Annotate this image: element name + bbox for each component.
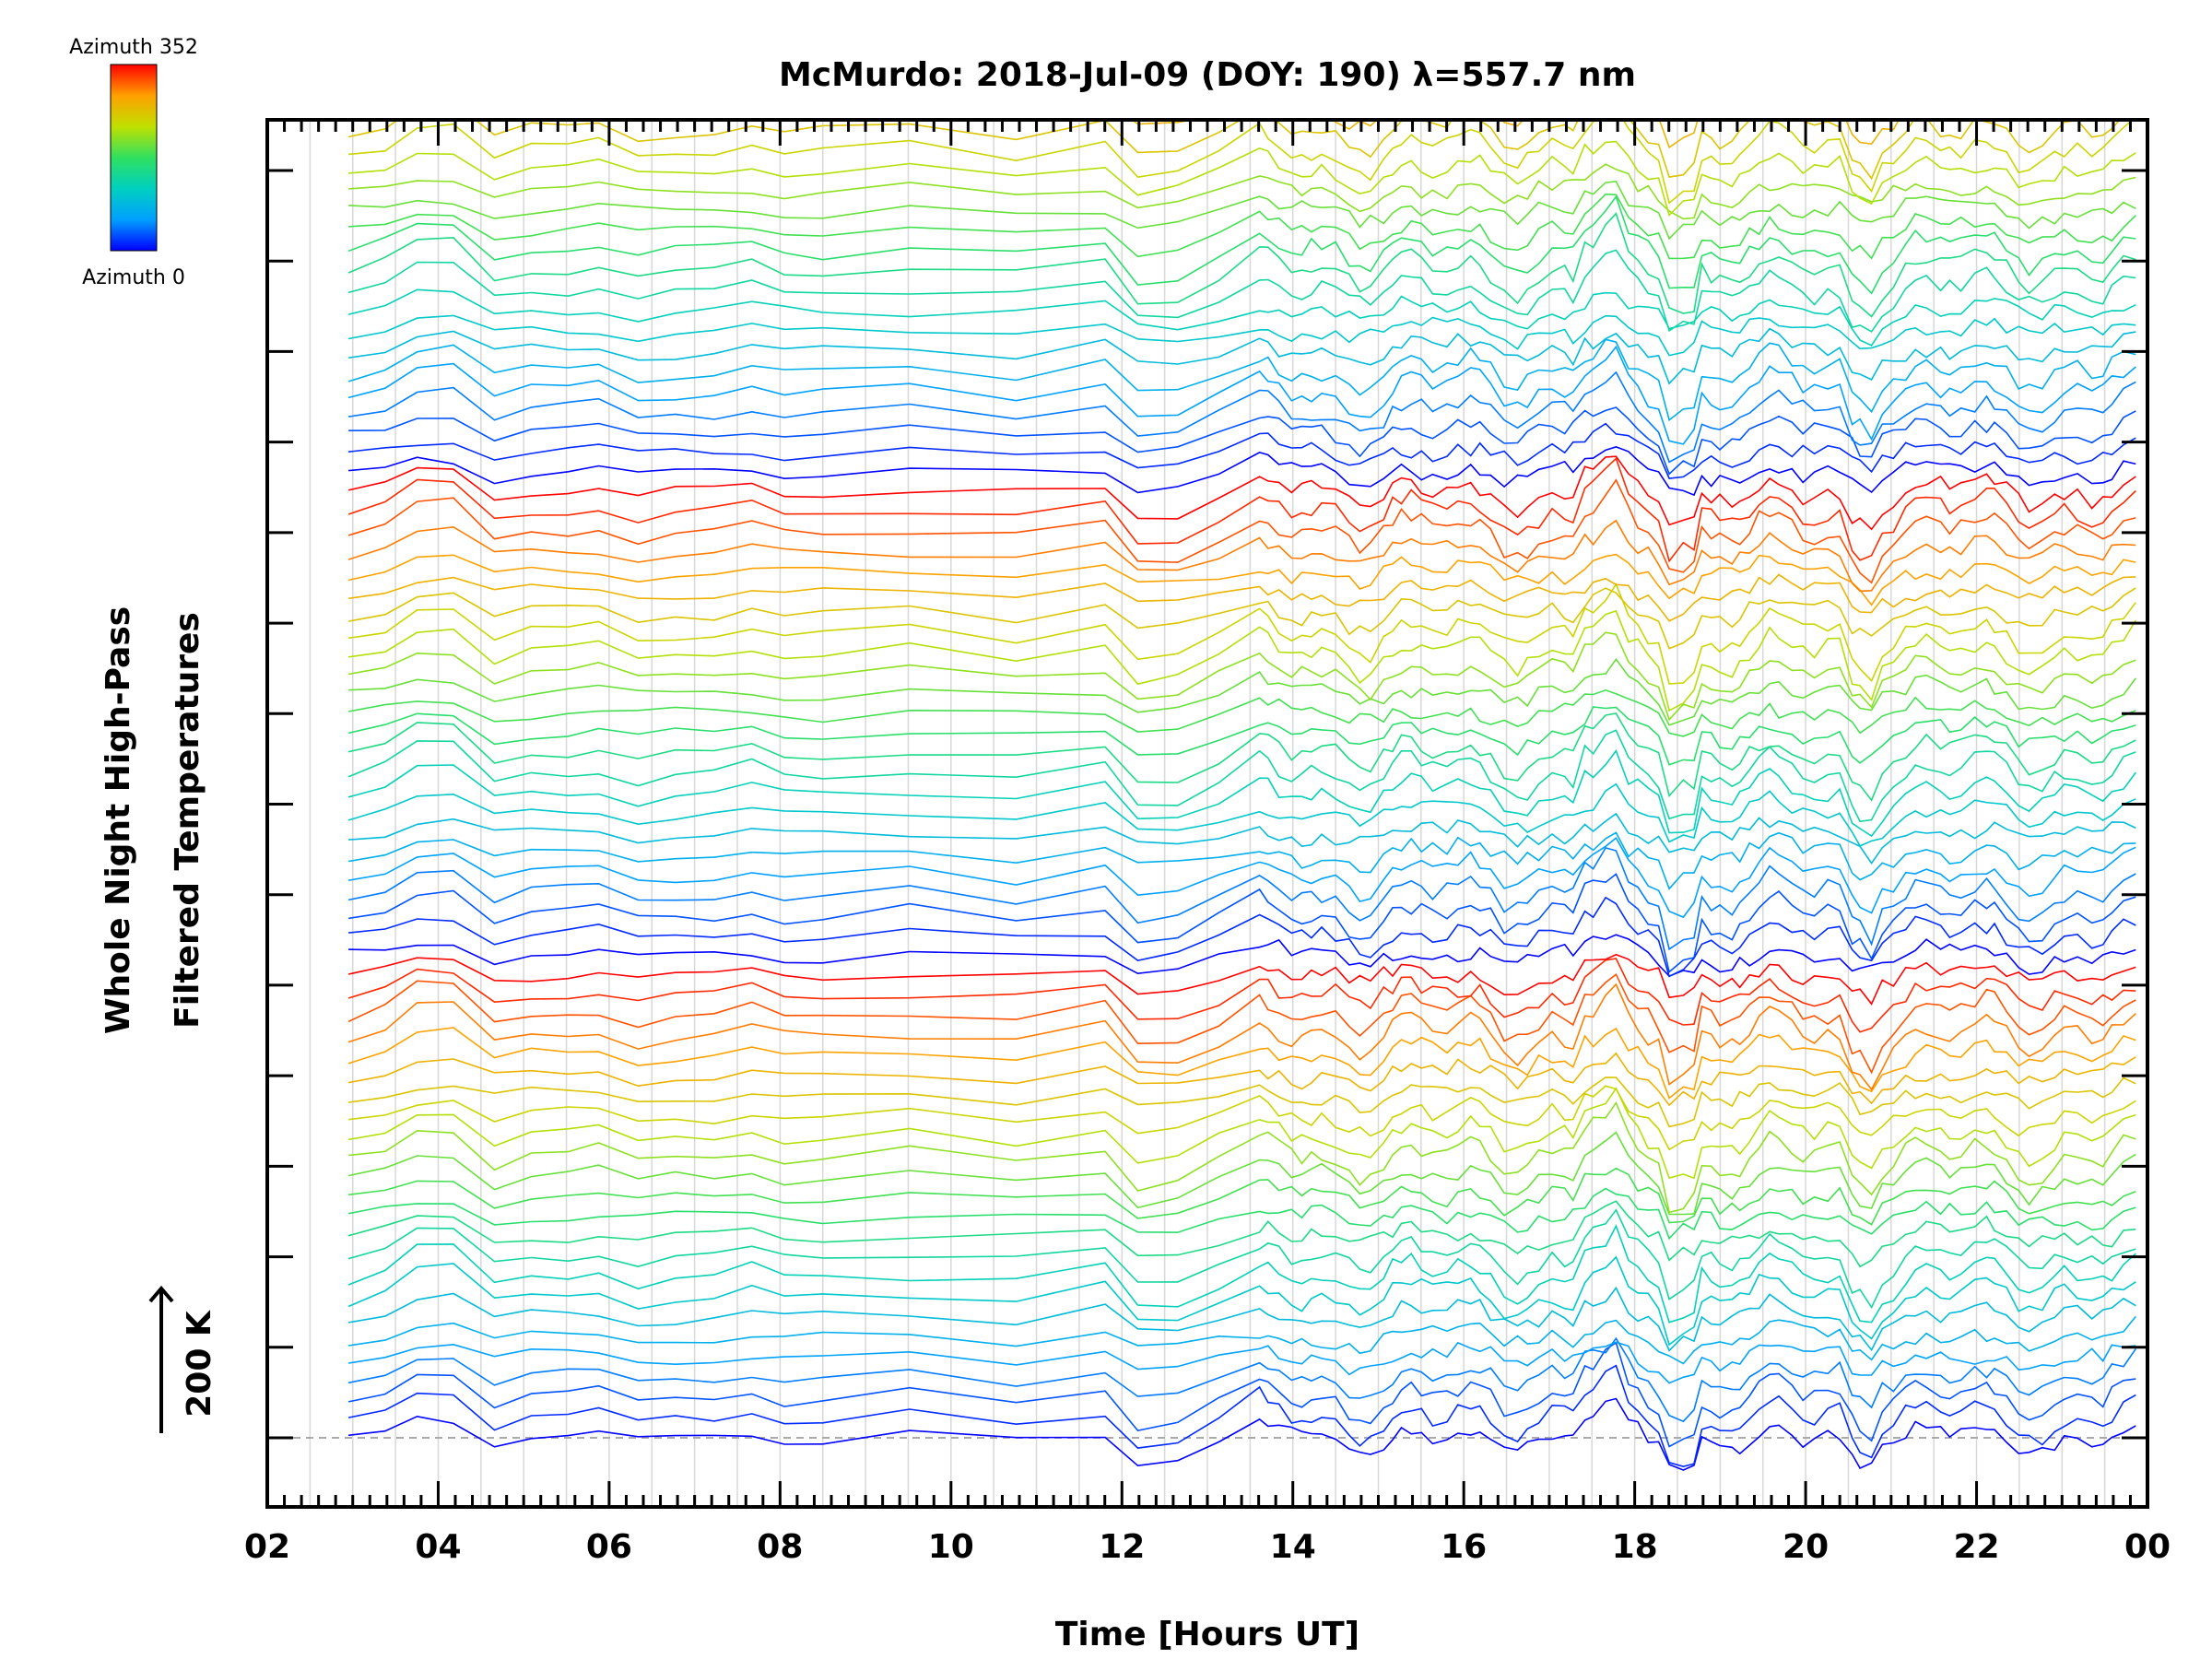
trace-line — [348, 896, 2136, 978]
trace-line — [347, 345, 2136, 445]
trace-line — [347, 519, 2136, 593]
trace-line — [347, 249, 2136, 333]
trace-line — [347, 1315, 2136, 1365]
trace-line — [347, 478, 2136, 584]
x-tick-label: 12 — [1099, 1528, 1145, 1566]
trace-line — [347, 1224, 2136, 1324]
chart-title: McMurdo: 2018-Jul-09 (DOY: 190) λ=557.7 … — [779, 56, 1636, 94]
x-tick-label: 16 — [1441, 1528, 1487, 1566]
trace-line — [347, 748, 2136, 838]
trace-line — [348, 0, 2136, 60]
x-tick-label: 06 — [586, 1528, 632, 1566]
trace-line — [347, 1077, 2136, 1128]
scale-indicator: 200 K — [148, 1285, 218, 1433]
trace-line — [347, 455, 2136, 531]
axis-ticks — [265, 120, 2149, 1507]
trace-line — [347, 688, 2136, 737]
y-axis-label-line2: Filtered Temperatures — [169, 612, 206, 1029]
trace-line — [347, 314, 2136, 357]
colorbar-bottom-label: Azimuth 0 — [82, 266, 185, 289]
x-tick-label: 22 — [1953, 1528, 1999, 1566]
trace-line — [347, 831, 2136, 890]
colorbar-gradient — [110, 64, 158, 252]
trace-line — [347, 1364, 2136, 1468]
trace-line — [347, 631, 2136, 722]
trace-line — [347, 582, 2136, 685]
trace-line — [347, 1187, 2136, 1241]
trace-line — [348, 934, 2136, 978]
trace-line — [348, 1397, 2136, 1471]
scale-label: 200 K — [181, 1310, 218, 1418]
trace-line — [347, 587, 2136, 650]
scale-arrow-head — [148, 1285, 174, 1303]
trace-line — [347, 1286, 2136, 1352]
trace-line — [348, 446, 2136, 497]
trace-line — [347, 958, 2136, 1033]
trace-line — [347, 1200, 2136, 1268]
x-tick-label: 18 — [1612, 1528, 1658, 1566]
trace-line — [347, 1208, 2136, 1310]
trace-line — [347, 972, 2136, 1075]
trace-line — [347, 712, 2136, 802]
trace-line — [348, 120, 2135, 205]
trace-line — [347, 338, 2136, 422]
colorbar-top-label: Azimuth 352 — [69, 36, 198, 59]
trace-line — [348, 1100, 2136, 1214]
trace-line — [347, 194, 2136, 295]
trace-line — [347, 846, 2136, 951]
trace-line — [347, 729, 2136, 823]
trace-line — [348, 193, 2136, 260]
y-axis-label-line1: Whole Night High-Pass — [100, 606, 137, 1034]
trace-line — [348, 0, 2136, 3]
trace-line — [347, 1027, 2136, 1100]
trace-line — [347, 1341, 2136, 1384]
trace-line — [347, 288, 2136, 347]
trace-line — [347, 573, 2136, 622]
trace-line — [348, 657, 2136, 726]
x-tick-labels: 02 04 06 08 10 12 14 16 18 20 22 00 — [244, 1528, 2171, 1566]
trace-line — [348, 422, 2136, 479]
trace-line — [347, 553, 2136, 606]
x-tick-label: 08 — [757, 1528, 803, 1566]
trace-line — [348, 812, 2136, 865]
trace-line — [347, 1255, 2136, 1347]
trace-line — [348, 406, 2136, 476]
x-tick-label: 02 — [244, 1528, 290, 1566]
trace-line — [347, 371, 2136, 464]
trace-line — [347, 1052, 2136, 1107]
x-axis-label: Time [Hours UT] — [1055, 1616, 1359, 1653]
x-tick-label: 14 — [1270, 1528, 1316, 1566]
trace-line — [347, 982, 2136, 1091]
trace-line — [348, 1085, 2136, 1151]
trace-line — [348, 140, 2136, 218]
x-tick-label: 20 — [1783, 1528, 1829, 1566]
trace-line — [347, 782, 2136, 847]
x-tick-label: 10 — [928, 1528, 974, 1566]
trace-line — [347, 1131, 2136, 1216]
trace-line — [347, 836, 2136, 919]
trace-line — [347, 327, 2136, 385]
trace-line — [348, 163, 2136, 220]
trace-line — [347, 873, 2136, 973]
trace-line — [348, 180, 2136, 241]
trace-line — [347, 1341, 2136, 1448]
trace-line — [348, 0, 2136, 31]
trace-line — [347, 457, 2136, 563]
x-tick-label: 04 — [415, 1528, 461, 1566]
trace-line — [347, 1087, 2136, 1180]
azimuth-colorbar: Azimuth 352 Azimuth 0 — [69, 36, 198, 289]
x-tick-label: 00 — [2124, 1528, 2171, 1566]
trace-line — [347, 212, 2136, 318]
trace-line — [348, 1167, 2136, 1226]
trace-line — [347, 953, 2136, 1006]
trace-line — [347, 609, 2136, 712]
trace-line — [347, 706, 2136, 766]
traces — [347, 0, 2136, 1471]
